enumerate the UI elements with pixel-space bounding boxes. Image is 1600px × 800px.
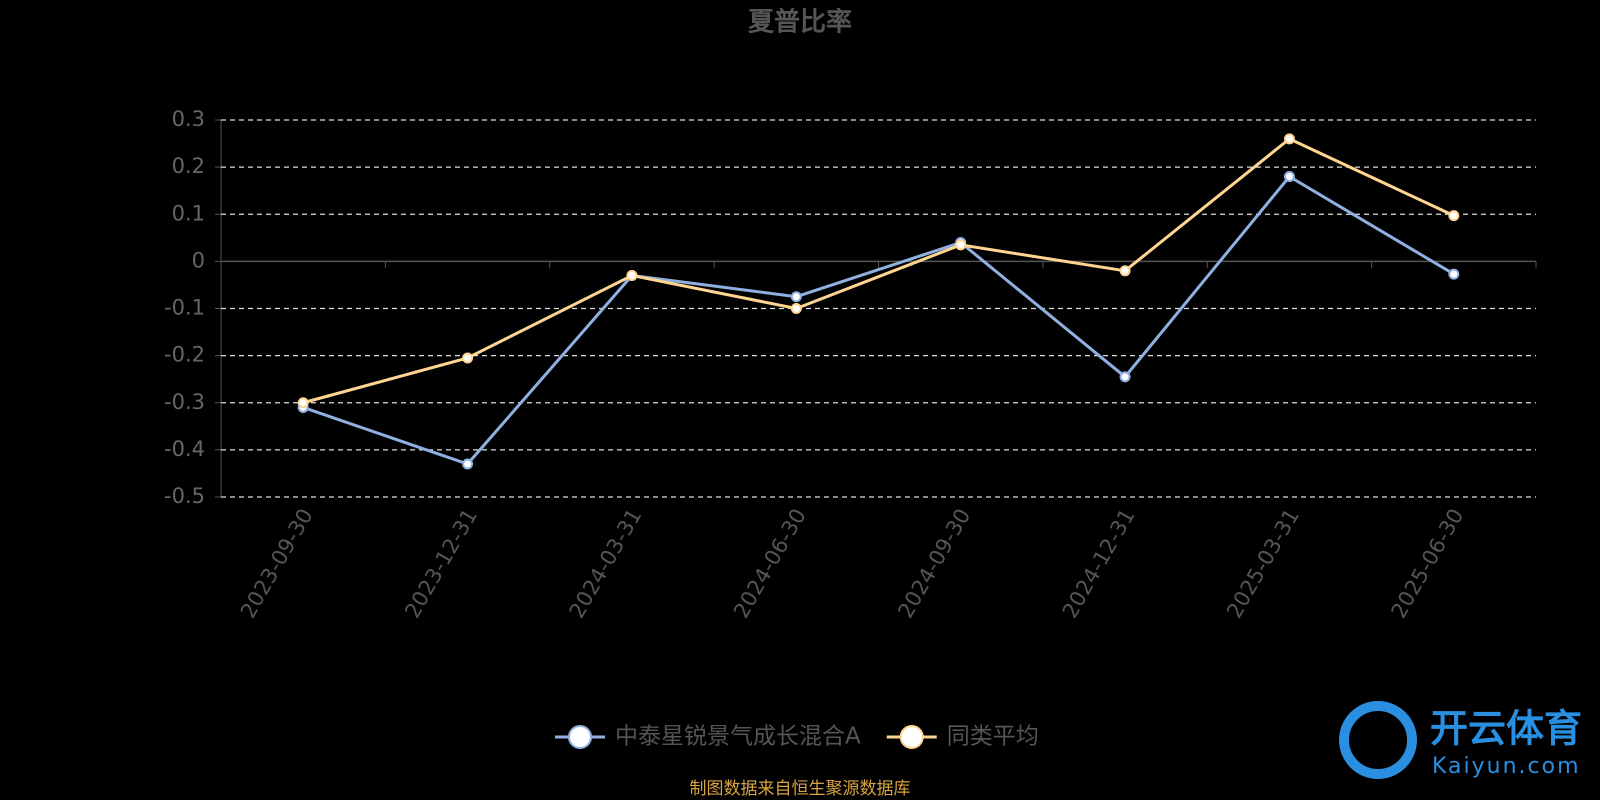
series-line — [302, 174, 1455, 466]
legend-marker — [899, 725, 924, 749]
y-tick-label: -0.4 — [164, 437, 205, 461]
y-tick-label: -0.2 — [164, 343, 205, 367]
data-point — [790, 303, 802, 314]
data-point — [1283, 133, 1295, 145]
watermark-brand: 开云体育 — [1430, 707, 1582, 751]
data-point — [626, 270, 638, 282]
data-point — [790, 291, 802, 303]
data-point — [1119, 371, 1131, 383]
series-line — [302, 137, 1455, 405]
legend-marker — [568, 725, 592, 749]
y-tick-label: -0.3 — [164, 390, 205, 414]
watermark-logo — [1339, 701, 1417, 779]
data-point — [462, 458, 474, 470]
watermark: 开云体育 Kaiyun.com — [1339, 701, 1582, 779]
data-point — [1448, 268, 1460, 280]
y-tick-label: 0.1 — [172, 201, 205, 225]
y-tick-label: -0.1 — [164, 296, 205, 320]
data-point — [1448, 210, 1460, 222]
source-note: 制图数据来自恒生聚源数据库 — [690, 779, 911, 799]
legend-label: 同类平均 — [947, 724, 1039, 750]
chart-title: 夏普比率 — [748, 7, 852, 38]
y-tick-label: 0.3 — [172, 107, 205, 131]
data-point — [955, 239, 967, 251]
y-tick-label: 0.2 — [172, 154, 205, 178]
data-point — [297, 397, 309, 409]
data-point — [462, 352, 474, 364]
legend-label: 中泰星锐景气成长混合A — [615, 724, 861, 750]
watermark-site: Kaiyun.com — [1432, 754, 1581, 779]
y-tick-label: 0 — [192, 248, 205, 272]
y-tick-label: -0.5 — [164, 484, 205, 508]
data-point — [1119, 265, 1131, 277]
data-point — [1283, 171, 1295, 183]
